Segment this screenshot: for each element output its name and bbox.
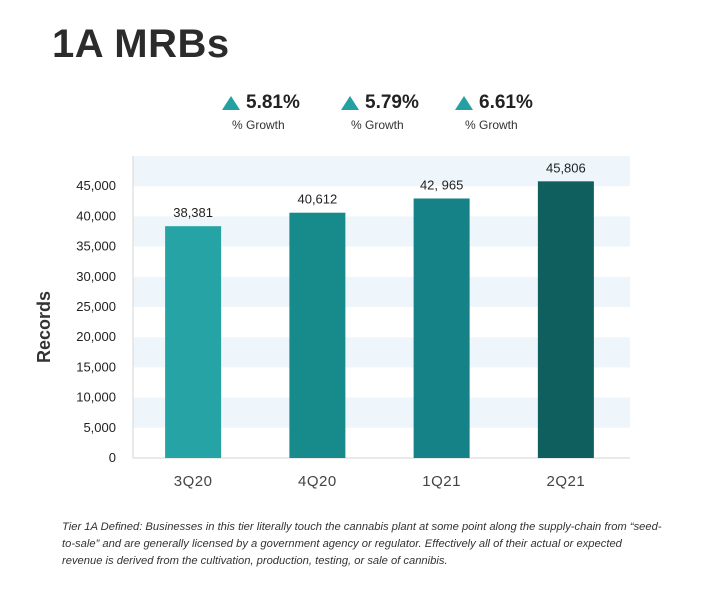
bar-chart: 0 5,000 10,000 15,000 20,000 25,000 30,000 35,0… bbox=[34, 156, 630, 490]
growth-label: % Growth bbox=[351, 118, 404, 132]
data-label: 45,806 bbox=[546, 160, 586, 175]
triangle-up-icon bbox=[455, 96, 473, 110]
y-tick-label: 15,000 bbox=[76, 359, 116, 374]
y-tick-label: 0 bbox=[109, 450, 116, 465]
data-label: 38,381 bbox=[173, 205, 213, 220]
bar-4q20 bbox=[289, 212, 346, 458]
page-title: 1A MRBs bbox=[52, 22, 230, 66]
y-axis-label: Records bbox=[34, 291, 54, 363]
x-tick-label: 1Q21 bbox=[422, 473, 461, 490]
y-tick-label: 30,000 bbox=[76, 269, 116, 284]
growth-item: 5.79% % Growth bbox=[341, 92, 461, 132]
triangle-up-icon bbox=[341, 96, 359, 110]
triangle-up-icon bbox=[222, 96, 240, 110]
bar-2q21 bbox=[537, 181, 594, 458]
x-tick-label: 3Q20 bbox=[174, 473, 213, 490]
growth-item: 6.61% % Growth bbox=[455, 92, 575, 132]
y-tick-label: 40,000 bbox=[76, 208, 116, 223]
growth-label: % Growth bbox=[232, 118, 285, 132]
y-tick-label: 45,000 bbox=[76, 178, 116, 193]
bar-3q20 bbox=[165, 226, 222, 458]
y-tick-label: 25,000 bbox=[76, 299, 116, 314]
growth-value: 5.79% bbox=[365, 92, 419, 113]
x-tick-label: 2Q21 bbox=[547, 473, 586, 490]
y-tick-label: 10,000 bbox=[76, 390, 116, 405]
growth-item: 5.81% % Growth bbox=[222, 92, 342, 132]
tier-definition-footnote: Tier 1A Defined: Businesses in this tier… bbox=[62, 521, 662, 567]
bar-1q21 bbox=[413, 198, 470, 458]
grid-band bbox=[133, 156, 630, 187]
data-label: 40,612 bbox=[297, 192, 337, 207]
y-tick-label: 35,000 bbox=[76, 239, 116, 254]
growth-summary: 5.81% % Growth 5.79% % Growth 6.61% % Gr… bbox=[0, 92, 716, 142]
growth-value: 5.81% bbox=[246, 92, 300, 113]
x-tick-label: 4Q20 bbox=[298, 473, 337, 490]
y-tick-label: 5,000 bbox=[83, 420, 116, 435]
data-label: 42, 965 bbox=[420, 177, 463, 192]
y-tick-label: 20,000 bbox=[76, 329, 116, 344]
growth-label: % Growth bbox=[465, 118, 518, 132]
growth-value: 6.61% bbox=[479, 92, 533, 113]
